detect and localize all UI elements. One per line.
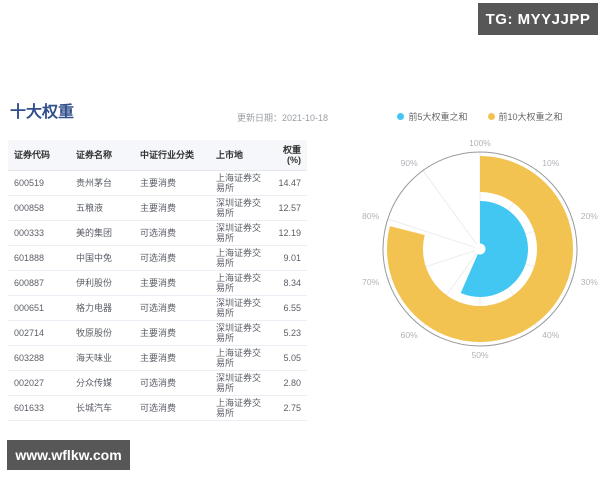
table-row: 002027 分众传媒 可选消费 深圳证券交易所 2.80 <box>8 370 307 396</box>
chart-tick-label: 30% <box>581 277 598 287</box>
cell-name: 五粮液 <box>70 195 134 221</box>
chart-tick-label: 100% <box>469 138 491 148</box>
table-row: 601633 长城汽车 可选消费 上海证券交易所 2.75 <box>8 395 307 421</box>
table-row: 600519 贵州茅台 主要消费 上海证券交易所 14.47 <box>8 170 307 196</box>
cell-name: 格力电器 <box>70 295 134 321</box>
chart-grid-spoke <box>387 218 481 250</box>
table-row: 000858 五粮液 主要消费 深圳证券交易所 12.57 <box>8 195 307 221</box>
chart-sector-top5-sum[interactable] <box>460 201 528 297</box>
cell-code: 600519 <box>8 170 70 196</box>
cell-code: 600887 <box>8 270 70 296</box>
cell-name: 美的集团 <box>70 220 134 246</box>
cell-code: 601888 <box>8 245 70 271</box>
cell-weight: 6.55 <box>268 295 307 321</box>
cell-listing: 上海证券交易所 <box>210 170 268 196</box>
polar-progress-chart: 10% 20% 30% 40% 50% 60% 70% 80% 90% 100% <box>362 138 598 360</box>
chart-tick-label: 40% <box>542 330 559 340</box>
cell-listing: 深圳证券交易所 <box>210 320 268 346</box>
cell-industry: 可选消费 <box>134 370 210 396</box>
table-row: 002714 牧原股份 主要消费 深圳证券交易所 5.23 <box>8 320 307 346</box>
top-ten-weights-table: 证券代码 证券名称 中证行业分类 上市地 权重(%) 600519 贵州茅台 主要消费 上海证… <box>8 140 307 421</box>
cell-name: 长城汽车 <box>70 395 134 421</box>
cell-listing: 上海证券交易所 <box>210 270 268 296</box>
table-header: 证券代码 证券名称 中证行业分类 上市地 权重(%) <box>8 140 307 171</box>
cell-listing: 深圳证券交易所 <box>210 195 268 221</box>
table-row: 603288 海天味业 主要消费 上海证券交易所 5.05 <box>8 345 307 371</box>
legend-item-top10[interactable]: 前10大权重之和 <box>487 110 563 123</box>
chart-tick-label: 20% <box>581 211 598 221</box>
chart-center-dot <box>474 243 486 255</box>
chart-tick-label: 10% <box>542 158 559 168</box>
cell-weight: 12.19 <box>268 220 307 246</box>
cell-code: 603288 <box>8 345 70 371</box>
column-header-industry: 中证行业分类 <box>134 140 210 171</box>
cell-listing: 深圳证券交易所 <box>210 370 268 396</box>
cell-listing: 上海证券交易所 <box>210 395 268 421</box>
page-title: 十大权重 <box>10 104 75 121</box>
cell-industry: 主要消费 <box>134 270 210 296</box>
column-header-listing: 上市地 <box>210 140 268 171</box>
column-header-name: 证券名称 <box>70 140 134 171</box>
table-row: 000651 格力电器 可选消费 深圳证券交易所 6.55 <box>8 295 307 321</box>
cell-industry: 主要消费 <box>134 170 210 196</box>
cell-industry: 可选消费 <box>134 245 210 271</box>
cell-listing: 深圳证券交易所 <box>210 220 268 246</box>
cell-weight: 14.47 <box>268 170 307 196</box>
cell-code: 000858 <box>8 195 70 221</box>
table-row: 000333 美的集团 可选消费 深圳证券交易所 12.19 <box>8 220 307 246</box>
cell-listing: 上海证券交易所 <box>210 345 268 371</box>
cell-industry: 主要消费 <box>134 345 210 371</box>
cell-industry: 可选消费 <box>134 295 210 321</box>
legend-dot-icon <box>397 112 405 120</box>
cell-code: 002714 <box>8 320 70 346</box>
chart-tick-label: 70% <box>362 277 379 287</box>
cell-weight: 5.23 <box>268 320 307 346</box>
cell-weight: 2.75 <box>268 395 307 421</box>
chart-tick-label: 50% <box>471 350 488 360</box>
column-header-code: 证券代码 <box>8 140 70 171</box>
legend-dot-icon <box>487 112 495 120</box>
cell-weight: 2.80 <box>268 370 307 396</box>
cell-code: 000333 <box>8 220 70 246</box>
cell-industry: 可选消费 <box>134 220 210 246</box>
cell-weight: 12.57 <box>268 195 307 221</box>
chart-axis-circle <box>382 151 578 347</box>
cell-code: 000651 <box>8 295 70 321</box>
cell-industry: 主要消费 <box>134 320 210 346</box>
chart-tick-label: 60% <box>401 330 418 340</box>
cell-weight: 8.34 <box>268 270 307 296</box>
legend-label: 前10大权重之和 <box>498 111 563 122</box>
cell-listing: 深圳证券交易所 <box>210 295 268 321</box>
chart-ring-top10-sum[interactable] <box>387 156 573 342</box>
cell-name: 伊利股份 <box>70 270 134 296</box>
cell-name: 贵州茅台 <box>70 170 134 196</box>
chart-tick-label: 90% <box>401 158 418 168</box>
legend-item-top5[interactable]: 前5大权重之和 <box>397 110 468 123</box>
cell-code: 002027 <box>8 370 70 396</box>
cell-weight: 5.05 <box>268 345 307 371</box>
chart-tick-label: 80% <box>362 211 379 221</box>
cell-code: 601633 <box>8 395 70 421</box>
chart-grid-spoke <box>422 170 481 250</box>
chart-legend: 前5大权重之和 前10大权重之和 <box>350 108 600 124</box>
cell-industry: 主要消费 <box>134 195 210 221</box>
table-row: 601888 中国中免 可选消费 上海证券交易所 9.01 <box>8 245 307 271</box>
cell-industry: 可选消费 <box>134 395 210 421</box>
cell-listing: 上海证券交易所 <box>210 245 268 271</box>
cell-weight: 9.01 <box>268 245 307 271</box>
cell-name: 分众传媒 <box>70 370 134 396</box>
table-row: 600887 伊利股份 主要消费 上海证券交易所 8.34 <box>8 270 307 296</box>
cell-name: 牧原股份 <box>70 320 134 346</box>
cell-name: 中国中免 <box>70 245 134 271</box>
column-header-weight: 权重(%) <box>268 140 307 171</box>
site-watermark-badge: www.wflkw.com <box>7 440 130 470</box>
tg-watermark-badge: TG: MYYJJPP <box>478 3 598 35</box>
update-date-label: 更新日期：2021-10-18 <box>236 113 328 123</box>
cell-name: 海天味业 <box>70 345 134 371</box>
weights-donut-chart: 前5大权重之和 前10大权重之和 10% 20% 30% 40% 50% 60% 70% 80%… <box>350 108 600 376</box>
legend-label: 前5大权重之和 <box>408 111 468 122</box>
